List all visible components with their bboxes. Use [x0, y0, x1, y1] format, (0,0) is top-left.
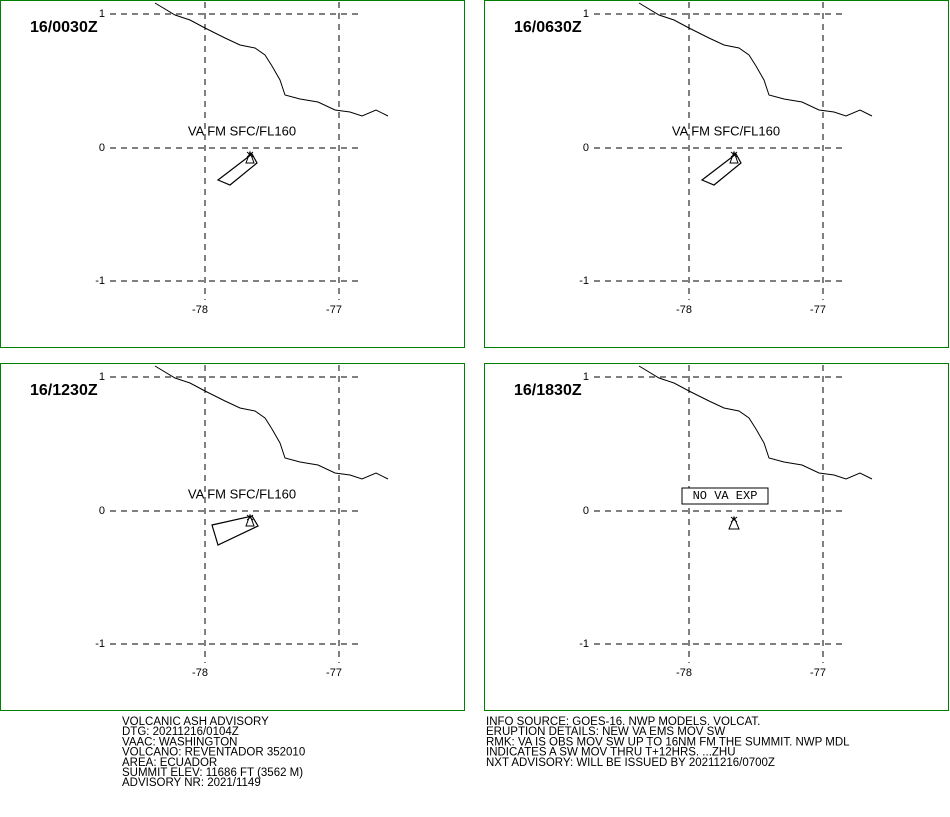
- ash-label: VA FM SFC/FL160: [188, 486, 296, 501]
- lon-label: -78: [192, 304, 208, 316]
- lon-label: -78: [676, 667, 692, 679]
- map-panel: 1 0 -1 -78 -77 16/1230Z VA FM SFC/FL160: [0, 363, 465, 711]
- lon-label: -77: [326, 667, 342, 679]
- advisory-line: ERUPTION DETAILS: NEW VA EMS MOV SW: [486, 726, 725, 738]
- volcano: [728, 515, 740, 530]
- ash-area: [216, 153, 258, 186]
- lat-label: -1: [579, 638, 589, 650]
- panel-border: [484, 363, 949, 711]
- advisory-line: RMK: VA IS OBS MOV SW UP TO 16NM FM THE …: [486, 736, 850, 748]
- coastline: [638, 2, 873, 117]
- volcano: [245, 513, 255, 527]
- ash-label: VA FM SFC/FL160: [672, 123, 780, 138]
- ash-area: [211, 515, 259, 546]
- volcano: [245, 150, 255, 164]
- advisory-line: VOLCANO: REVENTADOR 352010: [122, 747, 305, 759]
- lat-label: 0: [99, 142, 105, 154]
- advisory-line: VOLCANIC ASH ADVISORY: [122, 716, 269, 728]
- panel-border: [484, 0, 949, 348]
- advisory-line: DTG: 20211216/0104Z: [122, 726, 239, 738]
- lat-label: 1: [99, 8, 105, 20]
- lat-label: 0: [583, 142, 589, 154]
- volcano: [729, 150, 739, 164]
- lat-label: -1: [95, 275, 105, 287]
- lat-label: 1: [583, 8, 589, 20]
- lon-label: -78: [676, 304, 692, 316]
- lon-label: -77: [810, 667, 826, 679]
- coastline: [154, 2, 389, 117]
- ash-label: NO VA EXP: [693, 489, 758, 503]
- lat-label: 0: [583, 505, 589, 517]
- coastline: [638, 365, 873, 480]
- lon-label: -78: [192, 667, 208, 679]
- map-panel: 1 0 -1 -78 -77 16/0630Z VA FM SFC/FL160: [484, 0, 949, 348]
- label-box: [681, 487, 769, 505]
- map-panel: 1 0 -1 -78 -77 16/1830Z NO VA EXP: [484, 363, 949, 711]
- advisory-line: VAAC: WASHINGTON: [122, 736, 237, 748]
- advisory-line: SUMMIT ELEV: 11686 FT (3562 M): [122, 767, 303, 779]
- advisory-line: ADVISORY NR: 2021/1149: [122, 777, 261, 789]
- panel-border: [0, 0, 465, 348]
- time-label: 16/1830Z: [514, 382, 582, 399]
- lat-label: 1: [583, 371, 589, 383]
- panel-border: [0, 363, 465, 711]
- coastline: [154, 365, 389, 480]
- time-label: 16/1230Z: [30, 382, 98, 399]
- ash-area: [700, 153, 742, 186]
- time-label: 16/0630Z: [514, 19, 582, 36]
- advisory-line: INFO SOURCE: GOES-16. NWP MODELS. VOLCAT…: [486, 716, 760, 728]
- ash-label: VA FM SFC/FL160: [188, 123, 296, 138]
- lat-label: -1: [95, 638, 105, 650]
- advisory-line: NXT ADVISORY: WILL BE ISSUED BY 20211216…: [486, 757, 775, 769]
- lat-label: 1: [99, 371, 105, 383]
- lat-label: -1: [579, 275, 589, 287]
- advisory-line: INDICATES A SW MOV THRU T+12HRS. ...ZHU: [486, 747, 736, 759]
- lon-label: -77: [810, 304, 826, 316]
- time-label: 16/0030Z: [30, 19, 98, 36]
- lon-label: -77: [326, 304, 342, 316]
- map-panel: 1 0 -1 -78 -77 16/0030Z VA FM SFC/FL160: [0, 0, 465, 348]
- advisory-line: AREA: ECUADOR: [122, 757, 217, 769]
- lat-label: 0: [99, 505, 105, 517]
